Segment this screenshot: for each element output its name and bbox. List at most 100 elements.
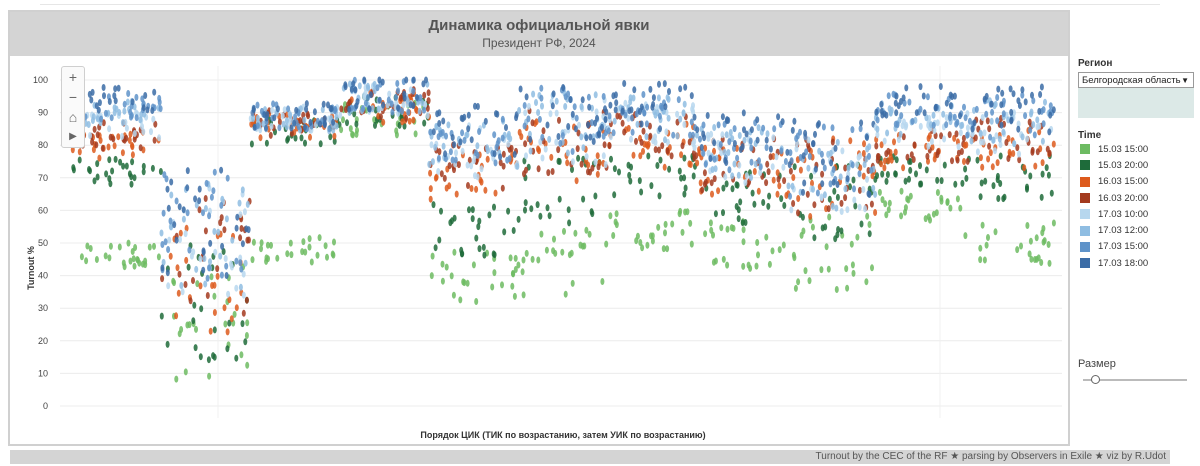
data-point: [112, 142, 117, 150]
data-point: [98, 136, 103, 144]
legend-item[interactable]: 17.03 15:00: [1078, 239, 1196, 255]
legend-label: 17.03 12:00: [1098, 225, 1149, 237]
data-point: [573, 229, 578, 237]
data-point: [867, 152, 871, 160]
data-point: [939, 132, 944, 140]
data-point: [1034, 234, 1039, 242]
legend-item[interactable]: 17.03 18:00: [1078, 255, 1196, 271]
data-point: [1017, 102, 1022, 109]
data-point: [691, 131, 695, 139]
data-point: [547, 135, 552, 143]
plus-icon[interactable]: +: [68, 69, 78, 85]
data-point: [896, 136, 901, 144]
data-point: [539, 94, 544, 102]
data-point: [998, 152, 1003, 160]
data-point: [117, 243, 122, 251]
data-point: [197, 185, 202, 193]
home-icon[interactable]: ⌂: [68, 109, 78, 125]
data-point: [1030, 148, 1035, 156]
data-point: [617, 168, 621, 176]
legend-item[interactable]: 15.03 15:00: [1078, 141, 1196, 157]
data-point: [107, 175, 112, 183]
data-point: [506, 140, 511, 148]
data-point: [352, 110, 357, 118]
data-point: [595, 170, 600, 178]
data-point: [473, 102, 477, 110]
data-point: [202, 255, 207, 262]
data-point: [255, 122, 260, 130]
data-point: [433, 244, 438, 252]
size-slider[interactable]: [1083, 375, 1187, 384]
data-point: [494, 110, 498, 118]
data-point: [475, 173, 480, 181]
minus-icon[interactable]: −: [68, 89, 78, 105]
data-point: [185, 167, 190, 175]
data-point: [130, 98, 135, 106]
data-point: [203, 227, 208, 235]
data-point: [680, 228, 685, 236]
data-point: [998, 180, 1003, 187]
data-point: [95, 173, 100, 181]
data-point: [655, 104, 660, 111]
data-point: [983, 177, 988, 185]
data-point: [551, 90, 556, 98]
data-point: [944, 121, 949, 129]
data-point: [540, 133, 545, 141]
data-point: [349, 85, 354, 93]
data-point: [225, 174, 230, 182]
data-point: [819, 266, 824, 274]
legend-item[interactable]: 16.03 15:00: [1078, 174, 1196, 190]
data-point: [167, 236, 172, 244]
play-icon[interactable]: ▶: [69, 131, 77, 142]
data-point: [505, 156, 510, 164]
data-point: [612, 117, 617, 125]
data-point: [777, 182, 782, 190]
data-point: [820, 158, 825, 166]
data-point: [288, 111, 293, 119]
data-point: [289, 129, 294, 137]
data-point: [963, 232, 968, 240]
data-point: [137, 259, 142, 267]
data-point: [969, 137, 974, 145]
slider-handle[interactable]: [1091, 375, 1101, 384]
data-point: [831, 178, 836, 186]
data-point: [304, 100, 309, 108]
data-point: [215, 272, 220, 280]
data-point: [821, 123, 826, 131]
legend-item[interactable]: 17.03 12:00: [1078, 222, 1196, 238]
scatter-chart[interactable]: 0 10 20 30 40 50 60 70 80 90 100 Turnout % Порядок…: [10, 58, 1068, 446]
data-point: [879, 141, 884, 149]
data-point: [251, 106, 256, 114]
data-point: [865, 212, 870, 220]
data-point: [978, 129, 983, 137]
data-point: [656, 94, 661, 102]
data-point: [803, 267, 808, 275]
data-point: [641, 147, 645, 155]
data-point: [240, 320, 245, 328]
data-point: [620, 119, 625, 127]
data-point: [939, 194, 944, 202]
data-point: [440, 260, 445, 268]
data-point: [515, 162, 520, 170]
legend-item[interactable]: 16.03 20:00: [1078, 190, 1196, 206]
data-point: [991, 182, 996, 190]
data-point: [223, 255, 228, 262]
data-point: [861, 172, 866, 180]
legend-item[interactable]: 15.03 20:00: [1078, 157, 1196, 173]
data-point: [184, 256, 189, 264]
data-point: [527, 130, 532, 138]
data-point: [689, 240, 694, 248]
legend-item[interactable]: 17.03 10:00: [1078, 206, 1196, 222]
data-point: [134, 114, 139, 122]
data-point: [574, 114, 579, 122]
data-point: [301, 238, 306, 246]
data-point: [709, 130, 714, 138]
data-point: [867, 230, 872, 238]
data-point: [570, 158, 575, 166]
data-point: [645, 241, 650, 249]
region-dropdown[interactable]: Белгородская область ▼: [1078, 72, 1194, 88]
data-point: [873, 190, 878, 198]
data-point: [712, 155, 717, 163]
data-point: [901, 133, 906, 141]
data-point: [508, 254, 513, 262]
